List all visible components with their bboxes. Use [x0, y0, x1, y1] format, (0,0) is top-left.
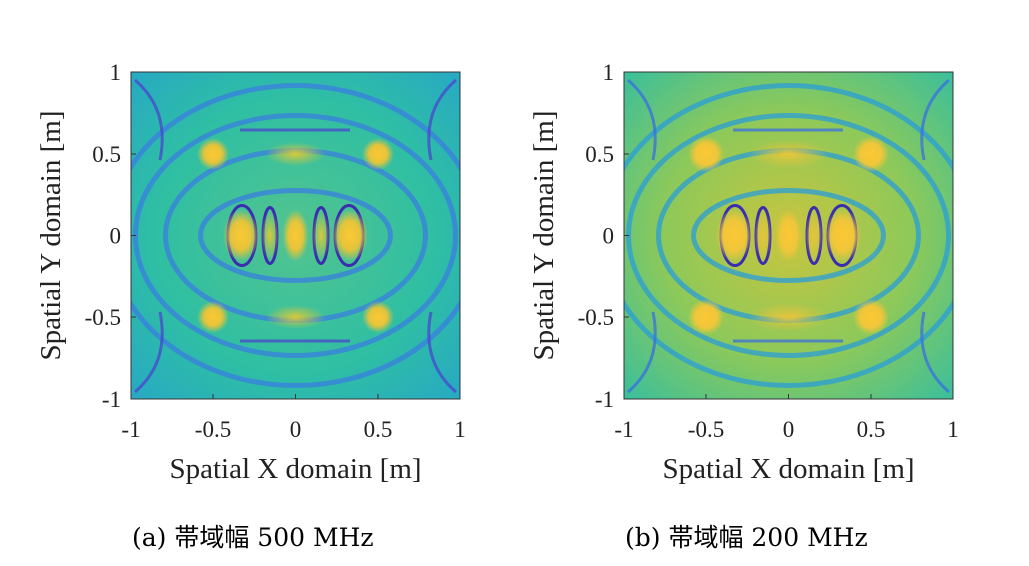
hotspots-a	[197, 138, 394, 333]
y-tick-label: 0.5	[92, 142, 121, 167]
x-tick-label: 0.5	[857, 417, 886, 442]
x-tick-label: 0	[290, 417, 302, 442]
heatmap-panel-b: -1 -0.5 0 0.5 1 1 0.5 0 -0.5 -1 Spatial …	[493, 0, 1007, 566]
x-tick-label: 1	[454, 417, 466, 442]
x-tick-label: 1	[947, 417, 959, 442]
y-axis-label: Spatial Y domain [m]	[35, 111, 67, 361]
heatmap-field-b	[624, 72, 953, 399]
y-tick-label: 0.5	[585, 142, 614, 167]
y-tick-label: 1	[110, 60, 122, 85]
caption-b: (b) 帯域幅 200 MHz	[625, 523, 868, 552]
y-tick-label: 1	[603, 60, 615, 85]
y-tick-label: 0	[110, 224, 122, 249]
x-axis-label: Spatial X domain [m]	[662, 453, 914, 485]
y-tick-label: -0.5	[578, 305, 614, 330]
x-tick-label: -0.5	[688, 417, 724, 442]
heatmap-chart-b: -1 -0.5 0 0.5 1 1 0.5 0 -0.5 -1 Spatial …	[528, 60, 959, 485]
x-tick-label: -1	[614, 417, 633, 442]
y-tick-label: -1	[102, 387, 121, 412]
x-tick-label: -1	[121, 417, 140, 442]
heatmap-panel-a: -1 -0.5 0 0.5 1 1 0.5 0 -0.5 -1 Spatial …	[0, 0, 514, 566]
heatmap-field-a	[131, 72, 460, 399]
x-tick-label: 0	[783, 417, 795, 442]
x-tick-label: -0.5	[195, 417, 231, 442]
y-tick-label: 0	[603, 224, 615, 249]
y-tick-label: -0.5	[85, 305, 121, 330]
x-tick-label: 0.5	[364, 417, 393, 442]
x-axis-label: Spatial X domain [m]	[169, 453, 421, 485]
y-axis-label: Spatial Y domain [m]	[528, 111, 560, 361]
heatmap-chart-a: -1 -0.5 0 0.5 1 1 0.5 0 -0.5 -1 Spatial …	[35, 60, 466, 485]
caption-a: (a) 帯域幅 500 MHz	[132, 523, 374, 552]
y-tick-label: -1	[595, 387, 614, 412]
hotspots-b	[688, 136, 889, 335]
